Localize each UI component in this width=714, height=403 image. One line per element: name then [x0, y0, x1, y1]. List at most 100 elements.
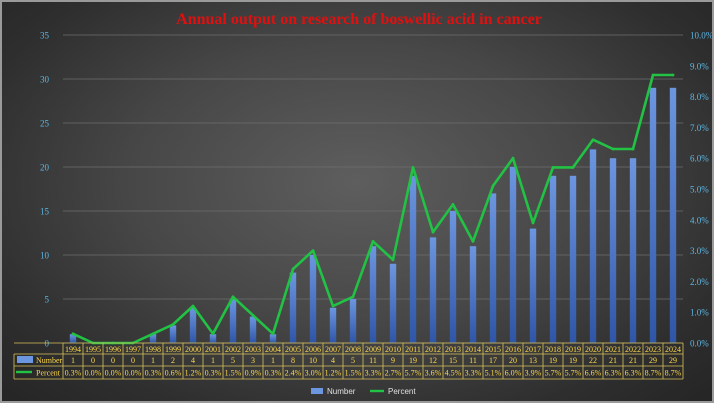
table-category-label: 2003	[245, 345, 261, 354]
table-percent-cell: 3.3%	[365, 369, 382, 378]
table-percent-cell: 6.0%	[505, 369, 522, 378]
line-point	[191, 304, 195, 308]
legend-label-number: Number	[327, 387, 356, 396]
line-point	[431, 230, 435, 234]
legend-label-percent: Percent	[388, 387, 416, 396]
table-percent-cell: 3.3%	[465, 369, 482, 378]
line-point	[571, 166, 575, 169]
table-percent-cell: 6.3%	[625, 369, 642, 378]
table-number-cell: 2	[171, 356, 175, 365]
table-percent-cell: 3.6%	[425, 369, 442, 378]
line-point	[371, 239, 375, 243]
table-category-label: 1999	[165, 345, 181, 354]
table-category-label: 2010	[385, 345, 401, 354]
table-number-cell: 29	[649, 356, 657, 365]
bar	[349, 299, 357, 343]
line-point	[551, 166, 555, 169]
right-tick-label: 4.0%	[690, 215, 709, 225]
table-percent-cell: 1.2%	[185, 369, 202, 378]
right-tick-label: 1.0%	[690, 308, 709, 318]
line-point	[291, 267, 295, 271]
table-number-cell: 15	[449, 356, 457, 365]
bar	[329, 307, 337, 343]
left-axis: 0 5 10 15 20 25 30 35	[40, 31, 50, 349]
table-category-label: 2018	[545, 345, 561, 354]
table-percent-cell: 2.7%	[385, 369, 402, 378]
table-number-cell: 5	[351, 356, 355, 365]
line-point	[511, 156, 515, 160]
table-percent-cell: 6.3%	[605, 369, 622, 378]
line-point	[671, 73, 675, 77]
table-percent-cell: 0.3%	[145, 369, 162, 378]
table-number-cell: 4	[191, 356, 195, 365]
table-category-label: 2005	[285, 345, 301, 354]
line-point	[231, 295, 235, 299]
bar	[229, 299, 237, 343]
table-number-cell: 0	[111, 356, 115, 365]
bar	[309, 255, 317, 343]
table-number-cell: 20	[509, 356, 517, 365]
bar	[629, 158, 637, 343]
bar	[469, 246, 477, 343]
table-number-cell: 21	[609, 356, 617, 365]
table-category-label: 2019	[565, 345, 581, 354]
table-percent-cell: 4.5%	[445, 369, 462, 378]
table-number-cell: 11	[469, 356, 477, 365]
table-percent-cell: 0.0%	[85, 369, 102, 378]
line-point	[311, 249, 315, 253]
table-category-label: 2020	[585, 345, 601, 354]
right-tick-label: 7.0%	[690, 123, 709, 133]
table-number-cell: 1	[71, 356, 75, 365]
bar	[189, 307, 197, 343]
right-tick-label: 6.0%	[690, 154, 709, 164]
table-percent-cell: 5.7%	[405, 369, 422, 378]
table-category-label: 2011	[405, 345, 421, 354]
bar	[289, 272, 297, 343]
bar	[569, 175, 577, 343]
table-percent-cell: 2.4%	[285, 369, 302, 378]
bar	[509, 167, 517, 343]
right-tick-label: 8.0%	[690, 92, 709, 102]
table-percent-cell: 0.3%	[265, 369, 282, 378]
table-number-cell: 10	[309, 356, 317, 365]
table-percent-cell: 6.6%	[585, 369, 602, 378]
table-percent-cell: 8.7%	[665, 369, 682, 378]
table-category-label: 2013	[445, 345, 461, 354]
bar	[489, 193, 497, 343]
table-number-cell: 4	[331, 356, 335, 365]
bar	[609, 158, 617, 343]
table-category-label: 2022	[625, 345, 641, 354]
line-point	[531, 221, 535, 225]
table-percent-cell: 5.7%	[565, 369, 582, 378]
bar	[269, 334, 277, 343]
table-number-cell: 17	[489, 356, 497, 365]
table-category-label: 2008	[345, 345, 361, 354]
table-percent-cell: 1.5%	[225, 369, 242, 378]
line-point	[611, 147, 615, 151]
legend-swatch-number	[311, 388, 323, 394]
table-number-cell: 3	[251, 356, 255, 365]
line-point	[491, 184, 495, 188]
left-tick-label: 0	[45, 339, 50, 349]
line-point	[411, 166, 415, 169]
left-tick-label: 25	[40, 119, 50, 129]
bar	[549, 175, 557, 343]
table-category-label: 2024	[665, 345, 681, 354]
line-point	[451, 203, 455, 206]
table-percent-cell: 0.9%	[245, 369, 262, 378]
table-category-label: 2007	[325, 345, 341, 354]
table-category-label: 2004	[265, 345, 281, 354]
line-point	[471, 239, 475, 243]
table-percent-cell: 0.3%	[205, 369, 222, 378]
table-row-header: Percent	[36, 369, 61, 378]
bar	[69, 334, 77, 343]
table-category-label: 2023	[645, 345, 661, 354]
left-tick-label: 20	[40, 163, 50, 173]
bar	[649, 87, 657, 343]
table-category-label: 2017	[525, 345, 541, 354]
table-category-label: 2002	[225, 345, 241, 354]
line-point	[211, 332, 215, 336]
bar	[409, 175, 417, 343]
table-percent-cell: 5.1%	[485, 369, 502, 378]
table-category-label: 2014	[465, 345, 481, 354]
